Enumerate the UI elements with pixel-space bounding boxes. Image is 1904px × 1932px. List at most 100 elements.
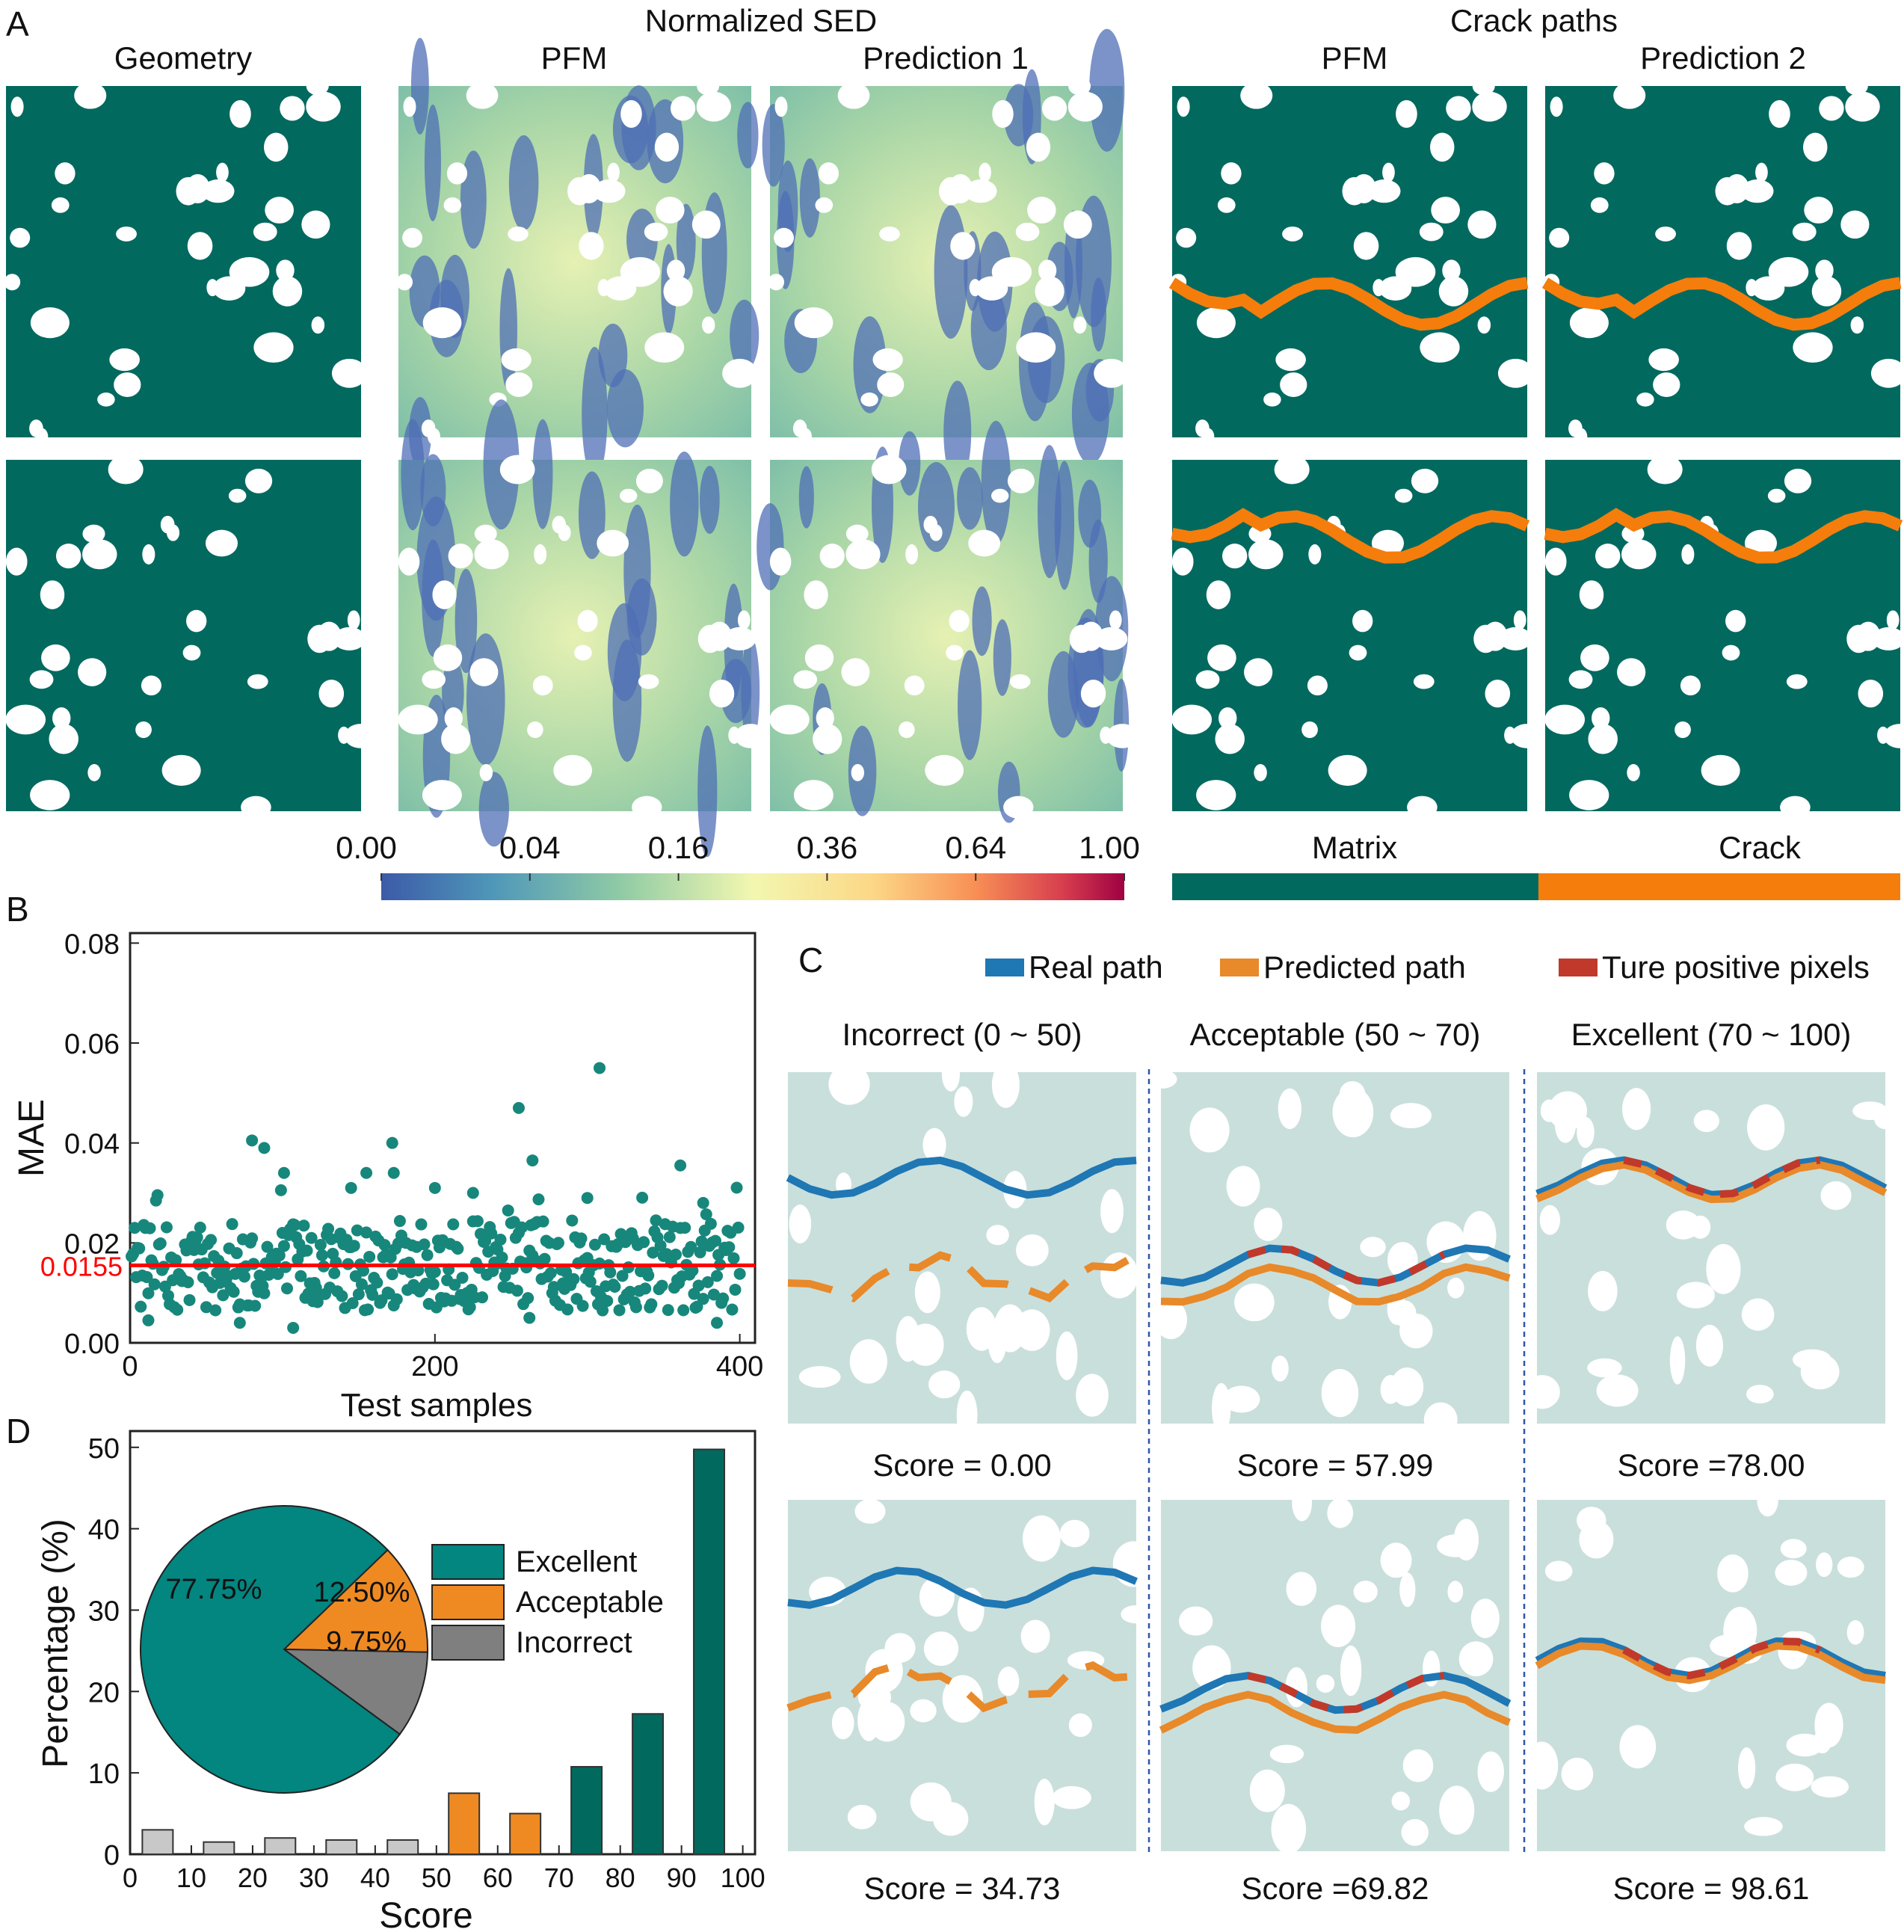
sed-low-region [598, 323, 628, 387]
inclusion [1059, 1519, 1090, 1548]
inclusion [49, 724, 78, 754]
scatter-point [238, 1270, 250, 1283]
scatter-point [537, 1215, 549, 1228]
inclusion [922, 1127, 946, 1163]
inclusion [1524, 1375, 1560, 1409]
inclusion [141, 675, 161, 696]
inclusion [1219, 707, 1237, 729]
inclusion [1352, 609, 1373, 633]
inclusion [976, 276, 1008, 301]
sed-low-region [623, 504, 651, 639]
scatter-point [154, 1237, 167, 1250]
scatter-point [727, 1252, 740, 1264]
matrix-legend-label: Matrix [1312, 830, 1397, 865]
inclusion [1845, 91, 1880, 122]
scatter-point [345, 1181, 357, 1194]
inclusion [228, 488, 247, 503]
inclusion [444, 707, 463, 729]
inclusion [1621, 539, 1657, 570]
inclusion [620, 488, 638, 503]
scatter-point [711, 1317, 724, 1329]
inclusion [769, 547, 792, 576]
inclusion [422, 780, 462, 810]
inclusion [4, 274, 21, 291]
tile-r0-c0 [6, 86, 361, 437]
scatter-point [226, 1218, 238, 1231]
inclusion [1308, 544, 1322, 564]
histogram-bar [693, 1448, 726, 1855]
sed-low-region [737, 102, 759, 169]
inclusion [1648, 348, 1679, 372]
pie-legend-label-0: Excellent [516, 1545, 637, 1578]
inclusion [604, 276, 637, 301]
inclusion [1179, 1606, 1213, 1636]
inclusion [1467, 210, 1497, 239]
inclusion [923, 515, 938, 534]
inclusion [1429, 132, 1455, 162]
example-col-title-2: Excellent (70 ~ 100) [1571, 1017, 1852, 1052]
scatter-point [363, 1250, 376, 1263]
scatter-point [378, 1239, 391, 1252]
tile-r0-c4 [1545, 86, 1900, 437]
inclusion [318, 679, 345, 708]
inclusion [1121, 1605, 1150, 1624]
inclusion [1442, 259, 1461, 282]
inclusion [1073, 316, 1087, 334]
inclusion [1850, 316, 1864, 334]
predicted-path [1535, 1160, 1888, 1204]
inclusion [910, 1699, 937, 1723]
inclusion [1477, 316, 1491, 334]
inclusion [968, 529, 1001, 557]
inclusion [1399, 1572, 1416, 1608]
inclusion [635, 468, 663, 493]
scatter-point [427, 1278, 440, 1290]
scatter-point [613, 1304, 626, 1317]
inclusion [964, 179, 997, 203]
y-tick-label: 40 [88, 1515, 120, 1546]
sed-low-region [720, 659, 752, 724]
inclusion [1793, 332, 1833, 363]
inclusion [1380, 1542, 1412, 1578]
inclusion [1447, 1277, 1464, 1299]
inclusion [97, 393, 115, 407]
inclusion [1472, 76, 1495, 96]
panel-b-letter: B [6, 890, 29, 929]
true-positive-path [1247, 1672, 1445, 1714]
inclusion [593, 179, 626, 203]
inclusion [577, 609, 598, 633]
inclusion [1396, 99, 1417, 129]
sed-low-region [958, 650, 982, 760]
inclusion [1206, 580, 1231, 609]
inclusion [1873, 1107, 1897, 1130]
inclusion [1407, 796, 1438, 819]
inclusion [986, 1225, 1009, 1246]
inclusion [78, 658, 107, 686]
inclusion [707, 621, 732, 651]
scatter-point [538, 1252, 551, 1265]
scatter-point [485, 1227, 498, 1240]
inclusion [1278, 1088, 1301, 1130]
legend-swatch-1 [1220, 959, 1259, 976]
inclusion [1819, 96, 1844, 121]
inclusion [1254, 763, 1267, 781]
scatter-point [581, 1192, 594, 1205]
y-tick-label: 0.00 [64, 1329, 120, 1360]
inclusion [1215, 724, 1245, 754]
inclusion [1680, 675, 1701, 696]
scatter-point [674, 1159, 687, 1172]
inclusion [276, 259, 295, 282]
scatter-point [638, 1236, 650, 1249]
inclusion [905, 544, 919, 564]
scatter-point [135, 1300, 147, 1313]
x-tick-label: 0 [122, 1351, 138, 1382]
pie-label-acceptable: 12.50% [314, 1577, 410, 1608]
inclusion [1109, 610, 1122, 630]
inclusion [51, 197, 70, 213]
scatter-point [522, 1292, 534, 1305]
scatter-point [597, 1304, 609, 1317]
legend-swatch-0 [985, 959, 1024, 976]
inclusion [1485, 679, 1511, 708]
inclusion [1675, 721, 1691, 739]
pie-slice-incorrect [281, 1648, 429, 1735]
sed-low-region [934, 205, 968, 339]
